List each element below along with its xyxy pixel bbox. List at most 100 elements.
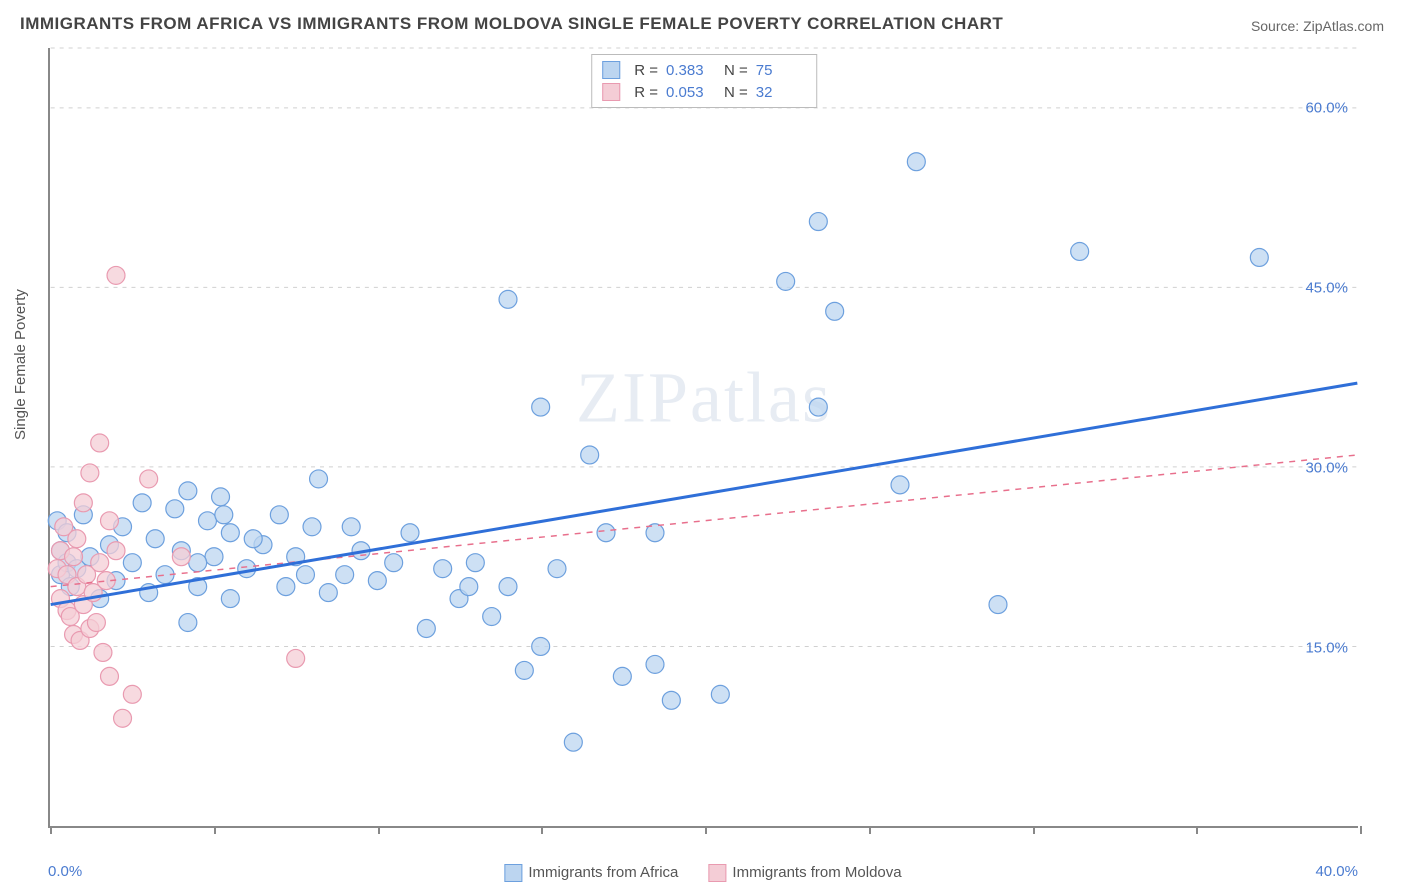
data-point-africa <box>515 661 533 679</box>
legend-swatch-africa <box>504 864 522 882</box>
data-point-africa <box>123 554 141 572</box>
y-axis-label: Single Female Poverty <box>12 289 29 440</box>
data-point-africa <box>532 398 550 416</box>
data-point-moldova <box>287 649 305 667</box>
data-point-africa <box>146 530 164 548</box>
data-point-africa <box>277 578 295 596</box>
data-point-africa <box>646 655 664 673</box>
x-axis-max-label: 40.0% <box>1315 863 1358 880</box>
correlation-stats-box: R = 0.383 N = 75 R = 0.053 N = 32 <box>591 54 817 108</box>
n-value-moldova: 32 <box>756 84 806 101</box>
data-point-africa <box>342 518 360 536</box>
legend-item-africa: Immigrants from Africa <box>504 864 678 882</box>
stats-row-africa: R = 0.383 N = 75 <box>602 59 806 81</box>
data-point-africa <box>221 590 239 608</box>
data-point-africa <box>385 554 403 572</box>
data-point-africa <box>179 614 197 632</box>
trend-line-moldova <box>51 455 1358 587</box>
legend-label-moldova: Immigrants from Moldova <box>732 864 901 881</box>
data-point-moldova <box>91 554 109 572</box>
data-point-moldova <box>74 494 92 512</box>
data-point-africa <box>613 667 631 685</box>
data-point-moldova <box>123 685 141 703</box>
data-point-moldova <box>68 530 86 548</box>
data-point-africa <box>711 685 729 703</box>
plot-area: ZIPatlas R = 0.383 N = 75 R = 0.053 N = … <box>48 48 1358 828</box>
data-point-africa <box>212 488 230 506</box>
data-point-africa <box>499 578 517 596</box>
data-point-africa <box>548 560 566 578</box>
data-point-africa <box>809 398 827 416</box>
data-point-africa <box>907 153 925 171</box>
y-tick-label: 30.0% <box>1305 460 1348 477</box>
data-point-africa <box>466 554 484 572</box>
data-point-moldova <box>101 512 119 530</box>
data-point-africa <box>133 494 151 512</box>
legend-swatch-moldova <box>708 864 726 882</box>
data-point-africa <box>1071 243 1089 261</box>
data-point-africa <box>483 608 501 626</box>
data-point-africa <box>777 272 795 290</box>
data-point-moldova <box>107 542 125 560</box>
legend-label-africa: Immigrants from Africa <box>528 864 678 881</box>
data-point-africa <box>417 620 435 638</box>
data-point-africa <box>179 482 197 500</box>
x-tick <box>50 826 52 834</box>
data-point-africa <box>434 560 452 578</box>
x-tick <box>1360 826 1362 834</box>
data-point-africa <box>597 524 615 542</box>
legend-item-moldova: Immigrants from Moldova <box>708 864 901 882</box>
x-tick <box>869 826 871 834</box>
data-point-africa <box>270 506 288 524</box>
n-label: N = <box>724 84 748 101</box>
data-point-africa <box>215 506 233 524</box>
data-point-africa <box>166 500 184 518</box>
swatch-africa <box>602 61 620 79</box>
x-axis-min-label: 0.0% <box>48 863 82 880</box>
data-point-africa <box>296 566 314 584</box>
data-point-africa <box>189 554 207 572</box>
x-tick <box>214 826 216 834</box>
data-point-moldova <box>91 434 109 452</box>
r-label: R = <box>634 84 658 101</box>
y-tick-label: 15.0% <box>1305 640 1348 657</box>
data-point-moldova <box>101 667 119 685</box>
data-point-africa <box>221 524 239 542</box>
plot-svg <box>50 48 1358 826</box>
data-point-africa <box>319 584 337 602</box>
stats-row-moldova: R = 0.053 N = 32 <box>602 81 806 103</box>
data-point-africa <box>460 578 478 596</box>
y-tick-label: 45.0% <box>1305 280 1348 297</box>
data-point-africa <box>1250 248 1268 266</box>
chart-title: IMMIGRANTS FROM AFRICA VS IMMIGRANTS FRO… <box>20 14 1003 34</box>
trend-line-africa <box>51 383 1358 604</box>
source-name: ZipAtlas.com <box>1303 18 1384 34</box>
r-value-africa: 0.383 <box>666 62 716 79</box>
data-point-moldova <box>87 614 105 632</box>
r-value-moldova: 0.053 <box>666 84 716 101</box>
source-prefix: Source: <box>1251 18 1303 34</box>
data-point-africa <box>532 637 550 655</box>
data-point-africa <box>662 691 680 709</box>
chart-source: Source: ZipAtlas.com <box>1251 18 1384 34</box>
data-point-africa <box>891 476 909 494</box>
x-tick <box>1196 826 1198 834</box>
data-point-africa <box>989 596 1007 614</box>
x-tick <box>1033 826 1035 834</box>
data-point-africa <box>826 302 844 320</box>
data-point-africa <box>205 548 223 566</box>
data-point-moldova <box>81 464 99 482</box>
n-value-africa: 75 <box>756 62 806 79</box>
data-point-africa <box>499 290 517 308</box>
data-point-africa <box>198 512 216 530</box>
x-tick <box>378 826 380 834</box>
swatch-moldova <box>602 83 620 101</box>
y-tick-label: 60.0% <box>1305 100 1348 117</box>
data-point-africa <box>303 518 321 536</box>
data-point-moldova <box>172 548 190 566</box>
x-tick <box>705 826 707 834</box>
data-point-africa <box>401 524 419 542</box>
n-label: N = <box>724 62 748 79</box>
x-tick <box>541 826 543 834</box>
data-point-africa <box>809 213 827 231</box>
